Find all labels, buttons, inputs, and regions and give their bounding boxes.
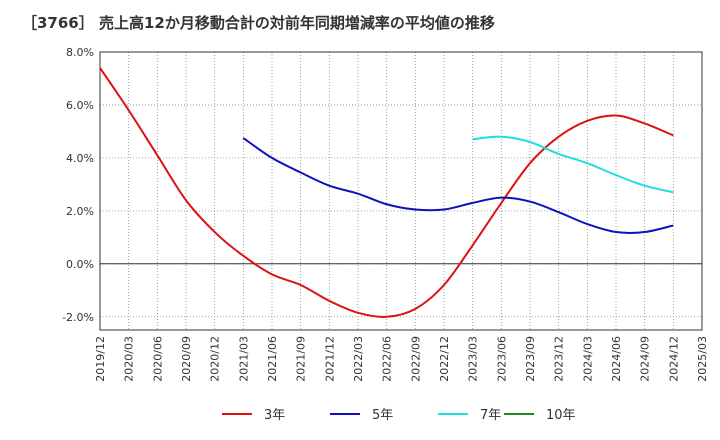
x-tick-label: 2019/12 <box>94 336 107 382</box>
legend-label: 3年 <box>264 408 285 423</box>
x-tick-label: 2023/03 <box>467 336 480 382</box>
y-tick-label: 8.0% <box>66 46 94 59</box>
legend-label: 5年 <box>372 408 393 423</box>
legend-label: 10年 <box>546 408 576 423</box>
x-tick-label: 2023/06 <box>495 336 508 382</box>
x-tick-label: 2021/09 <box>295 336 308 382</box>
x-tick-label: 2023/09 <box>524 336 537 382</box>
series-line-3年 <box>99 67 674 318</box>
grid-lines <box>99 51 703 330</box>
x-tick-label: 2022/03 <box>352 336 365 382</box>
x-tick-label: 2022/12 <box>438 336 451 382</box>
legend: 3年 5年 7年 10年 <box>222 408 576 423</box>
x-tick-label: 2020/03 <box>123 336 136 382</box>
x-tick-label: 2020/09 <box>180 336 193 382</box>
x-tick-label: 2020/12 <box>209 336 222 382</box>
y-tick-label: 4.0% <box>66 152 94 165</box>
x-tick-label: 2020/06 <box>151 336 164 382</box>
x-tick-label: 2021/06 <box>266 336 279 382</box>
x-tick-label: 2024/03 <box>581 336 594 382</box>
chart-title: ［3766］ 売上高12か月移動合計の対前年同期増減率の平均値の推移 <box>22 14 495 32</box>
y-tick-label: 0.0% <box>66 258 94 271</box>
plot-frame <box>99 51 703 331</box>
series-line-7年 <box>472 135 674 194</box>
legend-label: 7年 <box>480 408 501 423</box>
x-tick-label: 2022/09 <box>409 336 422 382</box>
x-tick-label: 2021/03 <box>237 336 250 382</box>
x-tick-label: 2022/06 <box>381 336 394 382</box>
x-axis-ticks: 2019/12 2020/03 2020/06 2020/09 2020/12 2021/… <box>94 336 709 382</box>
y-tick-label: -2.0% <box>62 311 94 324</box>
series-line-5年 <box>242 137 674 234</box>
x-tick-label: 2024/12 <box>667 336 680 382</box>
y-axis-ticks: 8.0% 6.0% 4.0% 2.0% 0.0% -2.0% <box>62 46 94 324</box>
x-tick-label: 2024/06 <box>610 336 623 382</box>
x-tick-label: 2025/03 <box>696 336 709 382</box>
series-lines <box>99 67 674 318</box>
x-tick-label: 2023/12 <box>553 336 566 382</box>
x-tick-label: 2021/12 <box>323 336 336 382</box>
y-tick-label: 6.0% <box>66 99 94 112</box>
y-tick-label: 2.0% <box>66 205 94 218</box>
plot-border <box>99 51 703 331</box>
x-tick-label: 2024/09 <box>639 336 652 382</box>
